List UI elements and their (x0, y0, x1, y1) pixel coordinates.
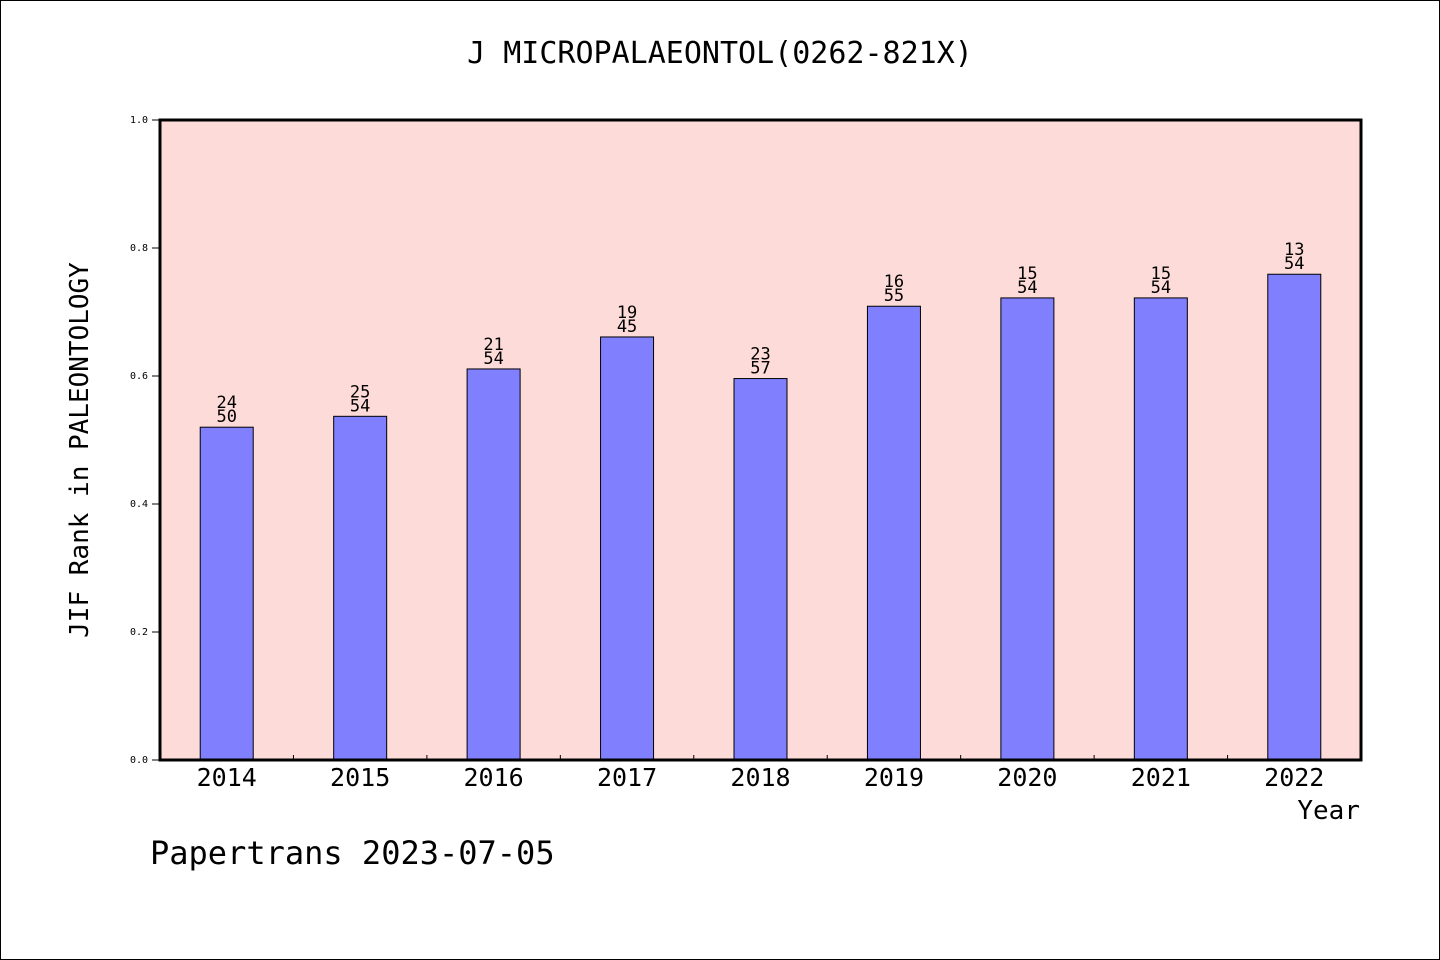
bar-rank-label: 25 (350, 382, 370, 402)
bar-rank-label: 23 (750, 345, 770, 365)
bar-rank-label: 16 (884, 272, 904, 292)
bar-2014 (199, 426, 254, 761)
x-axis-label: Year (1297, 796, 1360, 826)
bar-total-label: 54 (1284, 254, 1304, 274)
x-axis-ticks: 2014 2015 2016 2017 2018 2019 2020 2021 2022 (197, 755, 1324, 792)
plot-border (158, 118, 1363, 762)
bar-rank-label: 13 (1284, 240, 1304, 260)
chart-title: J MICROPALAEONTOL(0262-821X) (467, 36, 973, 71)
y-tick-label: 0.2 (130, 627, 148, 638)
bar-rank-label: 15 (1151, 264, 1171, 284)
bar-rank-label: 15 (1017, 264, 1037, 284)
bar-2016 (466, 368, 521, 761)
y-tick-label: 0.4 (130, 499, 148, 510)
bar-rank-label: 24 (216, 393, 236, 413)
bar-total-label: 54 (350, 396, 370, 416)
y-tick-label: 1.0 (130, 115, 148, 126)
bar-total-label: 50 (216, 407, 236, 427)
x-tick-label: 2018 (730, 763, 790, 792)
x-tick-label: 2019 (864, 763, 924, 792)
bar-total-label: 54 (483, 349, 503, 369)
bar-total-label: 54 (1151, 278, 1171, 298)
bar-total-label: 45 (617, 317, 637, 337)
y-axis-ticks: 0.0 0.2 0.4 0.6 0.8 1.0 (130, 115, 160, 766)
bar-2019 (866, 305, 921, 761)
bar-2017 (600, 336, 655, 761)
bar-2021 (1133, 297, 1188, 761)
x-tick-label: 2014 (197, 763, 257, 792)
bar-2015 (333, 415, 388, 761)
x-tick-label: 2015 (330, 763, 390, 792)
y-tick-label: 0.0 (130, 755, 148, 766)
bar-rank-label: 21 (483, 335, 503, 355)
y-tick-label: 0.8 (130, 243, 148, 254)
x-tick-label: 2021 (1131, 763, 1191, 792)
bar-total-label: 57 (750, 359, 770, 379)
x-tick-label: 2017 (597, 763, 657, 792)
x-tick-label: 2020 (997, 763, 1057, 792)
y-tick-label: 0.6 (130, 371, 148, 382)
bar-rank-label: 19 (617, 303, 637, 323)
bar-2020 (1000, 297, 1055, 761)
x-tick-label: 2016 (464, 763, 524, 792)
bar-2022 (1267, 273, 1322, 761)
x-tick-label: 2022 (1264, 763, 1324, 792)
bar-total-label: 54 (1017, 278, 1037, 298)
bar-total-label: 55 (884, 286, 904, 306)
bar-2018 (733, 378, 788, 761)
footer-credit: Papertrans 2023-07-05 (150, 834, 555, 872)
